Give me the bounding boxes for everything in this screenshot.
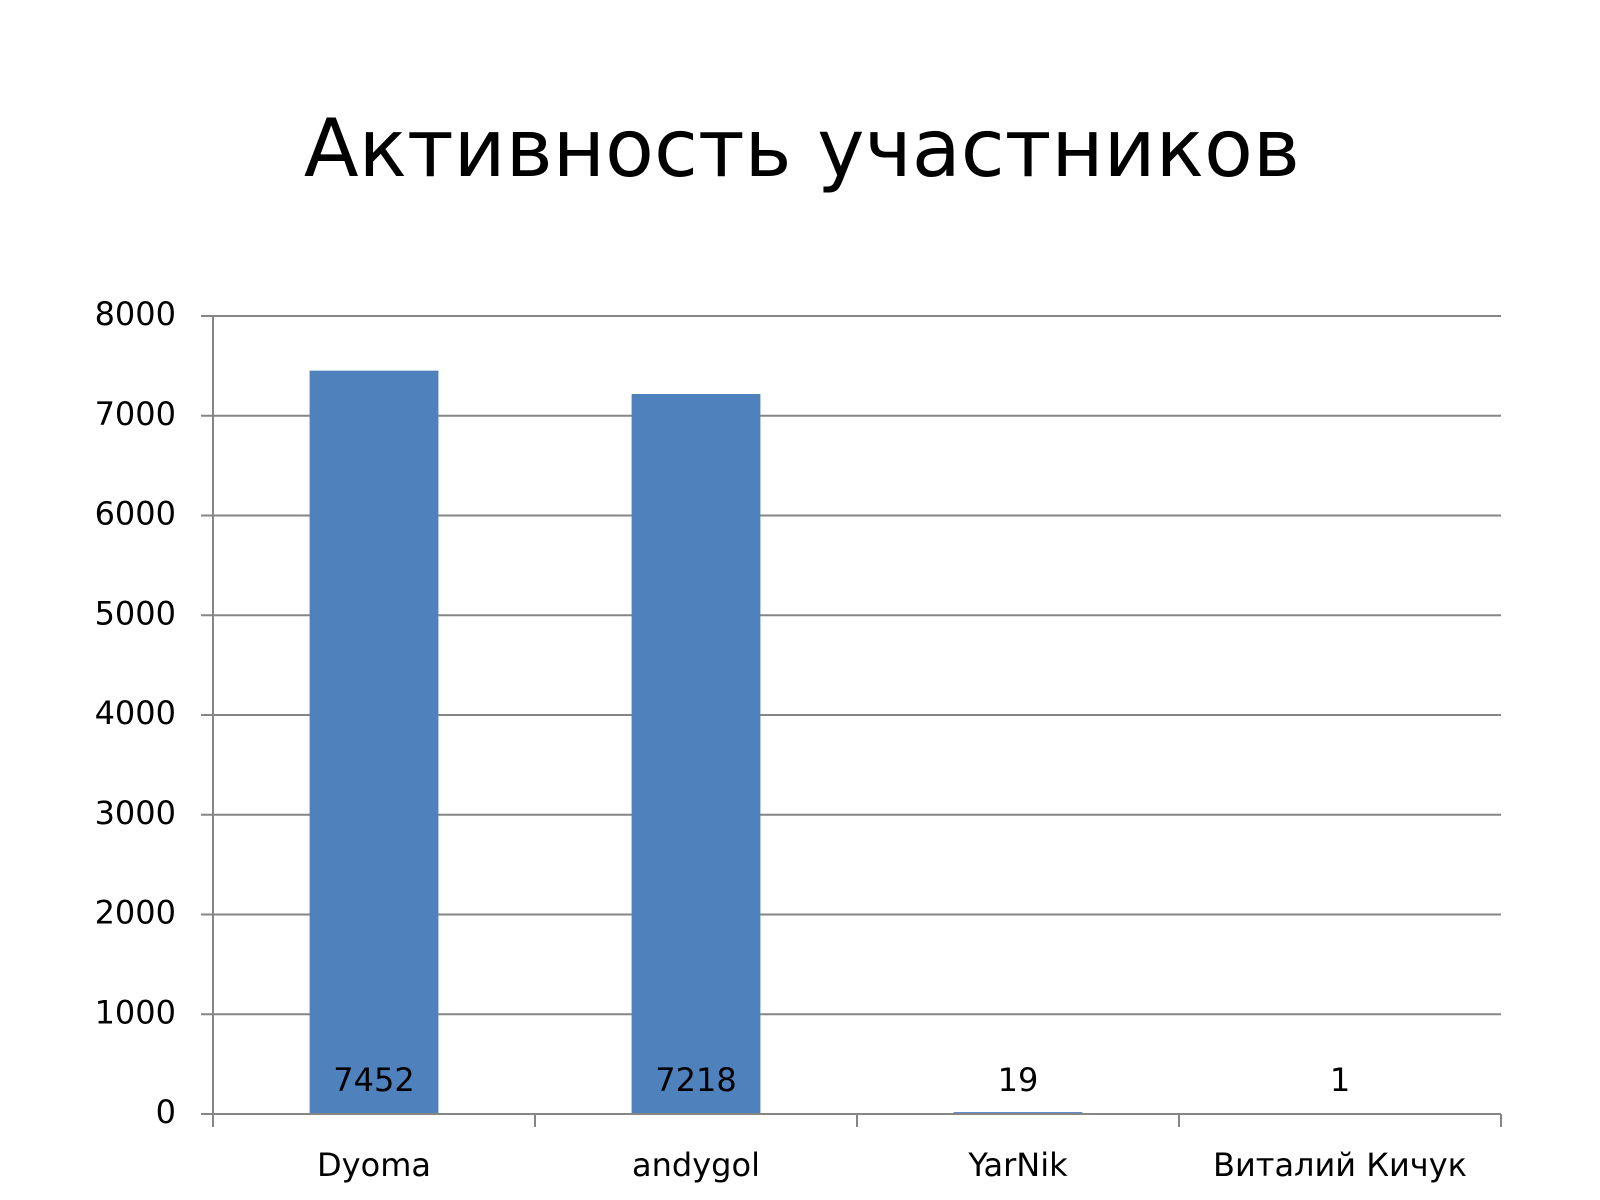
x-tick-label: YarNik (967, 1146, 1068, 1184)
y-tick-label: 2000 (95, 894, 176, 932)
chart-title: Активность участников (304, 102, 1300, 195)
data-label: 1 (1330, 1061, 1350, 1099)
y-tick-label: 5000 (95, 594, 176, 632)
y-tick-label: 0 (156, 1093, 176, 1131)
x-tick-label: Виталий Кичук (1213, 1146, 1467, 1184)
y-tick-label: 6000 (95, 495, 176, 533)
x-tick-label: Dyoma (317, 1146, 431, 1184)
y-tick-label: 3000 (95, 794, 176, 832)
y-tick-label: 8000 (95, 295, 176, 333)
y-tick-label: 1000 (95, 993, 176, 1031)
y-tick-label: 7000 (95, 395, 176, 433)
data-label: 19 (998, 1061, 1039, 1099)
x-tick-label: andygol (632, 1146, 760, 1184)
bar (309, 370, 439, 1115)
bar (631, 394, 761, 1114)
data-label: 7452 (333, 1061, 414, 1099)
y-tick-label: 4000 (95, 694, 176, 732)
data-label: 7218 (655, 1061, 736, 1099)
